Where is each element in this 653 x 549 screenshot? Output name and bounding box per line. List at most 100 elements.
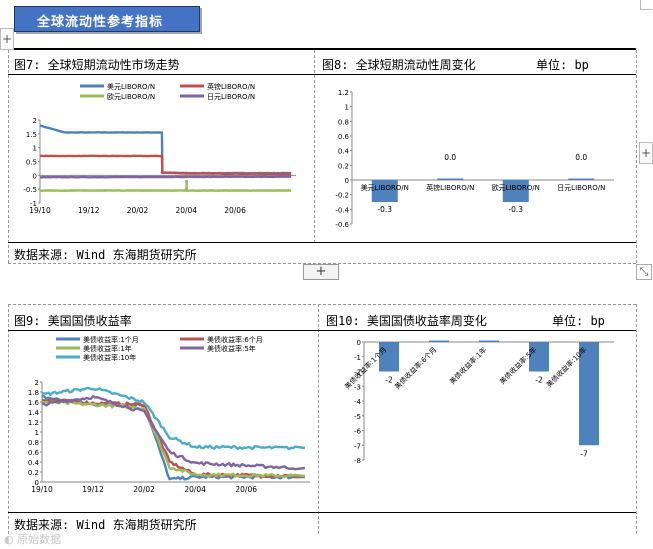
bar xyxy=(579,342,599,446)
fig7-title: 图7: 全球短期流动性市场走势 xyxy=(14,58,180,72)
fig8-title: 图8: 全球短期流动性周变化 xyxy=(322,58,476,72)
category-label: 欧元LIBORO/N xyxy=(492,183,540,192)
watermark: ◐ 原始数据 xyxy=(4,531,61,547)
y-tick-label: 1.6 xyxy=(28,399,40,407)
y-tick-label: 1.4 xyxy=(28,409,40,417)
y-tick-label: 0.4 xyxy=(28,459,40,467)
y-tick-label: -3 xyxy=(354,383,361,391)
bar xyxy=(568,178,595,180)
top-rule-1 xyxy=(8,48,636,50)
y-tick-label: 1.8 xyxy=(28,389,39,397)
section-banner: 全球流动性参考指标 xyxy=(14,6,200,32)
y-tick-label: 0.6 xyxy=(338,133,350,141)
y-tick-label: -1 xyxy=(354,354,361,362)
x-tick-label: 19/10 xyxy=(29,206,51,215)
y-tick-label: 0.2 xyxy=(28,469,39,477)
y-tick-label: 1 xyxy=(35,429,39,437)
x-tick-label: 20/06 xyxy=(224,206,246,215)
watermark-logo-icon: ◐ xyxy=(4,533,14,546)
fig8-chart: -0.6 -0.4 -0.2 0 0.2 0.4 0.6 0.8 1 1.2 美元LIBORO/N -… xyxy=(335,89,614,229)
x-tick-label: 19/12 xyxy=(82,485,104,494)
fig9-title: 图9: 美国国债收益率 xyxy=(14,314,132,328)
y-tick-label: -4 xyxy=(354,398,362,406)
fig10-unit: 单位: bp xyxy=(552,314,605,328)
fig8-unit: 单位: bp xyxy=(536,58,589,72)
y-tick-label: 0 xyxy=(345,177,349,185)
y-tick-label: 0.8 xyxy=(28,439,39,447)
series-line xyxy=(41,400,306,479)
y-tick-label: 0 xyxy=(33,172,37,180)
y-tick-label: -5 xyxy=(354,413,361,421)
legend-label: 美债收益率:5年 xyxy=(207,344,256,353)
title-rule-1 xyxy=(8,74,636,75)
source-note-2: 数据来源: Wind 东海期货研究所 xyxy=(14,518,197,532)
fig9-chart: 0 0.2 0.4 0.6 0.8 1 1.2 1.4 1.6 1.8 2 19/10 19/12 20/… xyxy=(28,335,310,494)
category-label: 美债收益率:6个月 xyxy=(393,345,439,391)
frame-left-2 xyxy=(8,304,9,534)
frame-bottom-1 xyxy=(8,263,636,264)
y-tick-label: -2 xyxy=(354,369,361,377)
bar xyxy=(502,180,529,202)
frame-divider-2 xyxy=(318,304,319,534)
y-tick-label: 1 xyxy=(345,104,349,112)
left-expand-handle[interactable]: + xyxy=(0,28,14,50)
y-tick-label: 0.5 xyxy=(26,159,37,167)
corner-handle[interactable] xyxy=(640,0,652,10)
x-tick-label: 20/04 xyxy=(184,485,206,494)
series-line xyxy=(41,386,306,451)
data-label: -2 xyxy=(535,376,543,385)
x-tick-label: 20/04 xyxy=(175,206,197,215)
y-tick-label: -0.2 xyxy=(335,192,349,200)
legend-label: 欧元LIBORO/N xyxy=(107,92,155,101)
source-rule-1 xyxy=(8,242,636,243)
legend-label: 美元LIBORO/N xyxy=(107,82,155,91)
data-label: -0.3 xyxy=(377,205,392,214)
source-note-1: 数据来源: Wind 东海期货研究所 xyxy=(14,248,197,262)
legend-label: 美债收益率:6个月 xyxy=(207,335,263,344)
y-tick-label: -1 xyxy=(30,200,37,208)
category-label: 日元LIBORO/N xyxy=(557,184,605,192)
y-tick-label: -7 xyxy=(354,442,361,450)
resize-handle-icon[interactable]: ⤡ xyxy=(636,264,652,280)
category-label: 美债收益率:1年 xyxy=(448,345,489,386)
y-tick-label: -8 xyxy=(354,457,361,465)
bar xyxy=(379,342,399,372)
data-label: -0.3 xyxy=(508,205,523,214)
frame-top-2 xyxy=(8,304,636,305)
source-rule-2 xyxy=(8,512,636,513)
add-column-button[interactable]: + xyxy=(639,142,653,164)
bar xyxy=(529,342,549,372)
x-tick-label: 20/02 xyxy=(127,206,149,215)
x-tick-label: 20/06 xyxy=(235,485,257,494)
y-tick-label: 0.6 xyxy=(28,449,40,457)
y-tick-label: 1.2 xyxy=(338,89,349,97)
y-tick-label: 0.2 xyxy=(338,162,349,170)
y-tick-label: 2 xyxy=(35,379,39,387)
legend-label: 英镑LIBORO/N xyxy=(207,82,255,91)
y-tick-label: -6 xyxy=(354,428,362,436)
watermark-text: 原始数据 xyxy=(17,533,62,546)
legend-label: 美债收益率:10年 xyxy=(83,353,136,362)
title-rule-2 xyxy=(8,330,636,331)
category-label: 美元LIBORO/N xyxy=(361,183,409,192)
data-label: 0.0 xyxy=(444,153,456,162)
y-tick-label: 0 xyxy=(357,339,361,347)
bar xyxy=(479,340,499,342)
series-line xyxy=(39,154,292,176)
frame-left-1 xyxy=(8,50,9,263)
y-tick-label: 1 xyxy=(33,145,37,153)
series-line xyxy=(40,179,292,192)
y-tick-label: -0.5 xyxy=(23,186,37,194)
add-row-button[interactable]: + xyxy=(303,264,339,280)
series-line xyxy=(39,175,292,179)
fig10-title: 图10: 美国国债收益率周变化 xyxy=(326,314,487,328)
legend-label: 日元LIBORO/N xyxy=(207,93,255,101)
y-tick-label: 0.4 xyxy=(338,148,350,156)
series-line xyxy=(41,394,306,471)
y-tick-label: 1.2 xyxy=(28,419,39,427)
y-tick-label: -0.4 xyxy=(335,206,349,214)
bar xyxy=(437,178,464,180)
series-line xyxy=(39,124,292,175)
y-tick-label: -0.6 xyxy=(335,221,349,229)
